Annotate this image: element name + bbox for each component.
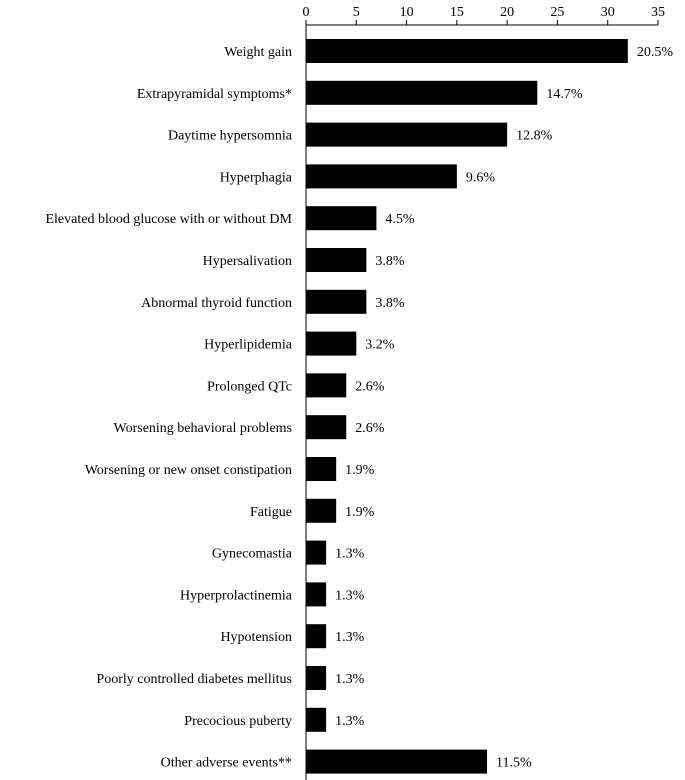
data-label: 11.5% bbox=[496, 756, 532, 771]
data-label: 2.6% bbox=[355, 421, 385, 436]
data-label: 2.6% bbox=[355, 379, 385, 394]
category-label: Hypotension bbox=[220, 630, 292, 645]
category-label: Precocious puberty bbox=[184, 714, 292, 729]
x-tick-label: 35 bbox=[651, 5, 665, 20]
category-label: Hyperprolactinemia bbox=[180, 588, 293, 603]
x-tick-label: 10 bbox=[400, 5, 414, 20]
data-label: 20.5% bbox=[637, 45, 674, 60]
x-axis: 0 5 10 15 20 25 30 35 bbox=[303, 5, 665, 780]
data-labels: 20.5% 14.7% 12.8% 9.6% 4.5% 3.8% 3.8% 3.2% 2.6% 2… bbox=[335, 45, 673, 771]
data-label: 4.5% bbox=[385, 212, 415, 227]
data-label: 1.9% bbox=[345, 463, 375, 478]
bar bbox=[306, 582, 327, 607]
data-label: 9.6% bbox=[466, 170, 496, 185]
data-label: 1.9% bbox=[345, 505, 375, 520]
bar bbox=[306, 289, 367, 314]
bar bbox=[306, 540, 327, 565]
category-label: Elevated blood glucose with or without D… bbox=[45, 212, 292, 227]
data-label: 1.3% bbox=[335, 630, 365, 645]
data-label: 3.8% bbox=[375, 254, 405, 269]
category-label: Daytime hypersomnia bbox=[168, 129, 293, 144]
category-label: Other adverse events** bbox=[161, 756, 292, 771]
bar bbox=[306, 248, 367, 272]
bar bbox=[306, 749, 488, 774]
x-tick-label: 20 bbox=[500, 5, 514, 20]
bar bbox=[306, 415, 347, 440]
category-label: Extrapyramidal symptoms* bbox=[137, 87, 292, 102]
category-label: Hypersalivation bbox=[203, 254, 292, 269]
bar bbox=[306, 80, 538, 105]
category-label: Worsening or new onset constipation bbox=[85, 463, 292, 478]
x-tick-label: 15 bbox=[450, 5, 464, 20]
x-tick-label: 0 bbox=[303, 5, 310, 20]
x-tick-label: 30 bbox=[601, 5, 615, 20]
x-tick-label: 25 bbox=[550, 5, 564, 20]
bar bbox=[306, 707, 327, 732]
data-label: 3.8% bbox=[375, 296, 405, 311]
x-tick-label: 5 bbox=[353, 5, 360, 20]
bar bbox=[306, 666, 327, 690]
category-label: Prolonged QTc bbox=[207, 379, 292, 394]
bar bbox=[306, 373, 347, 398]
data-label: 14.7% bbox=[546, 87, 583, 102]
category-label: Fatigue bbox=[250, 505, 292, 520]
bar bbox=[306, 39, 628, 63]
data-label: 1.3% bbox=[335, 714, 365, 729]
bar bbox=[306, 164, 457, 189]
data-label: 1.3% bbox=[335, 588, 365, 603]
data-label: 3.2% bbox=[365, 338, 395, 353]
bar bbox=[306, 624, 327, 649]
data-label: 1.3% bbox=[335, 547, 365, 562]
category-label: Gynecomastia bbox=[212, 547, 293, 562]
category-label: Hyperlipidemia bbox=[204, 338, 293, 353]
category-label: Weight gain bbox=[224, 45, 292, 60]
category-labels: Weight gain Extrapyramidal symptoms* Dayti… bbox=[45, 45, 292, 771]
data-label: 1.3% bbox=[335, 672, 365, 687]
category-label: Worsening behavioral problems bbox=[114, 421, 293, 436]
category-label: Hyperphagia bbox=[220, 170, 293, 185]
category-label: Poorly controlled diabetes mellitus bbox=[96, 672, 292, 687]
bar bbox=[306, 122, 508, 147]
bar bbox=[306, 206, 377, 231]
bar bbox=[306, 457, 337, 481]
data-label: 12.8% bbox=[516, 129, 553, 144]
category-label: Abnormal thyroid function bbox=[141, 296, 292, 311]
bar bbox=[306, 498, 337, 523]
bar bbox=[306, 331, 357, 356]
bars bbox=[306, 39, 628, 774]
